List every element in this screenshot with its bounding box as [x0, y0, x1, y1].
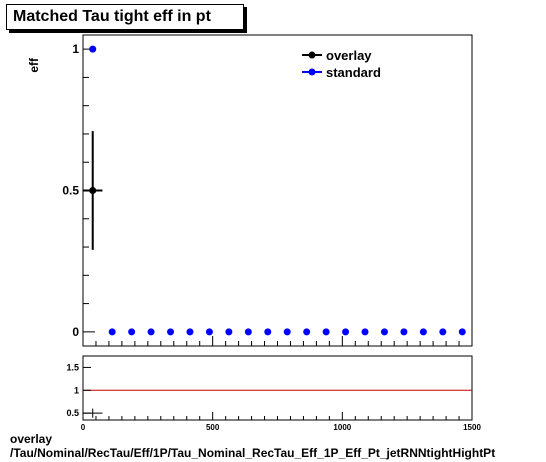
- standard-point: [303, 328, 311, 336]
- y-tick-label: 1: [72, 42, 79, 56]
- standard-point: [342, 328, 350, 336]
- ratio-y-tick-label: 1: [74, 385, 79, 395]
- standard-point: [380, 328, 388, 336]
- ratio-plot-frame: [82, 355, 473, 421]
- ratio-x-tick-label: 1500: [463, 423, 481, 432]
- standard-point: [458, 328, 466, 336]
- footer-histogram-path: /Tau/Nominal/RecTau/Eff/1P/Tau_Nominal_R…: [10, 446, 496, 460]
- ratio-x-tick-label: 0: [81, 423, 86, 432]
- standard-point: [283, 328, 291, 336]
- standard-point: [439, 328, 447, 336]
- ratio-y-tick-label: 1.5: [66, 362, 79, 372]
- standard-point: [205, 328, 213, 336]
- footer-overlay-label: overlay: [10, 432, 53, 446]
- ratio-y-tick-label: 0.5: [66, 408, 79, 418]
- y-tick-label: 0: [72, 325, 79, 339]
- standard-point: [128, 328, 136, 336]
- standard-point: [419, 328, 427, 336]
- standard-point: [167, 328, 175, 336]
- ratio-x-tick-label: 500: [206, 423, 220, 432]
- legend-overlay-marker: [308, 51, 316, 59]
- ratio-x-tick-label: 1000: [333, 423, 351, 432]
- legend-standard-marker: [308, 68, 316, 76]
- chart-title: Matched Tau tight eff in pt: [13, 8, 211, 25]
- standard-point: [186, 328, 194, 336]
- standard-point: [225, 328, 233, 336]
- standard-point: [264, 328, 272, 336]
- y-axis-label: eff: [27, 57, 41, 73]
- overlay-point: [89, 187, 97, 194]
- standard-point: [244, 328, 252, 336]
- main-plot-frame: [82, 34, 473, 347]
- legend-overlay-label: overlay: [326, 48, 372, 63]
- standard-point: [322, 328, 330, 336]
- y-tick-label: 0.5: [62, 184, 79, 198]
- standard-point: [89, 45, 97, 53]
- standard-point: [361, 328, 369, 336]
- standard-point: [147, 328, 155, 336]
- legend-standard-label: standard: [326, 65, 381, 80]
- standard-point: [400, 328, 408, 336]
- chart-title-box: Matched Tau tight eff in pt: [6, 4, 244, 30]
- standard-point: [108, 328, 116, 336]
